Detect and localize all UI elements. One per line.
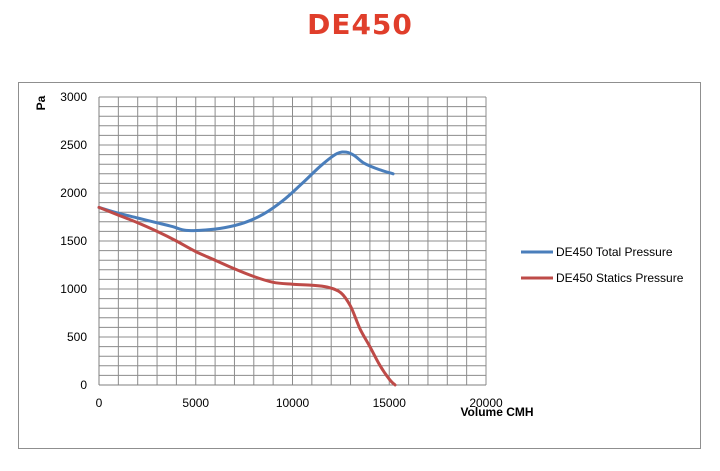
x-tick-label: 15000 (373, 396, 407, 410)
y-tick-label: 500 (67, 330, 87, 344)
chart-title: DE450 (307, 8, 413, 41)
y-tick-label: 2000 (60, 186, 87, 200)
x-axis-label: Volume CMH (460, 405, 533, 419)
y-tick-label: 1000 (60, 282, 87, 296)
x-tick-label: 5000 (182, 396, 209, 410)
static-pressure-line (97, 205, 397, 387)
y-axis-label: Pa (34, 95, 48, 110)
total-pressure-line (97, 150, 395, 233)
y-tick-label: 0 (80, 378, 87, 392)
x-tick-label: 20000 (469, 396, 503, 410)
chart-frame (18, 82, 701, 449)
y-tick-label: 1500 (60, 234, 87, 248)
x-tick-label: 0 (96, 396, 103, 410)
legend-label: DE450 Total Pressure (556, 245, 673, 259)
y-tick-label: 3000 (60, 90, 87, 104)
y-tick-label: 2500 (60, 138, 87, 152)
grid-lines (99, 96, 487, 385)
legend-item-total-pressure: DE450 Total Pressure (521, 245, 673, 259)
x-tick-label: 10000 (276, 396, 310, 410)
legend-item-static-pressure: DE450 Statics Pressure (521, 271, 684, 285)
legend-label: DE450 Statics Pressure (556, 271, 684, 285)
